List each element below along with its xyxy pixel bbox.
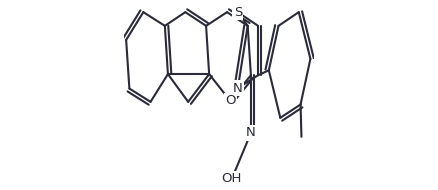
Text: OH: OH xyxy=(222,172,242,185)
Text: N: N xyxy=(246,127,256,139)
Text: N: N xyxy=(233,82,243,95)
Text: S: S xyxy=(233,6,242,19)
Text: O: O xyxy=(225,94,235,107)
